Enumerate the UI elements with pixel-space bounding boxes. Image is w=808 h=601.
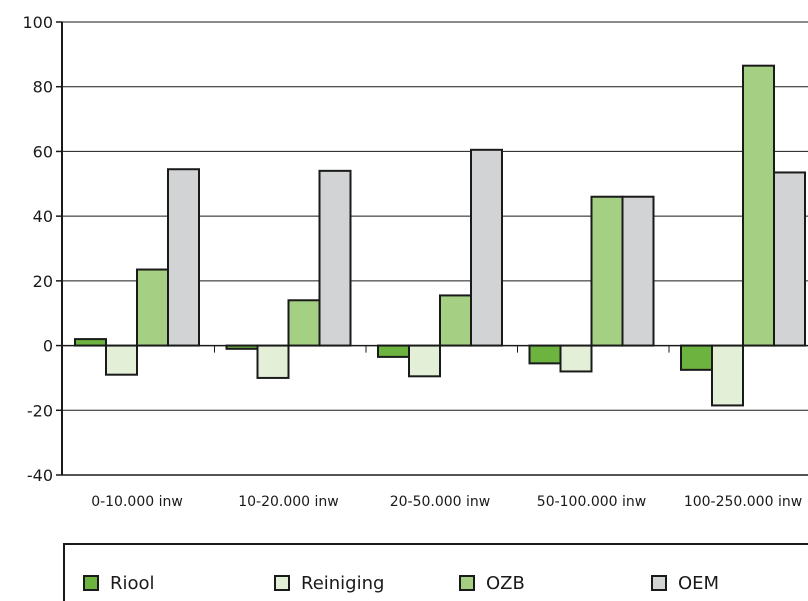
bar-reiniging-3: [559, 344, 593, 373]
bar-oem-1: [318, 169, 352, 347]
y-tick-label: 40: [33, 207, 53, 226]
bars: [74, 64, 806, 407]
legend-swatch-riool: [83, 575, 99, 591]
bar-ozb-3: [590, 195, 624, 347]
bar-oem-3: [621, 195, 655, 347]
x-tick-label: 10-20.000 inw: [238, 494, 339, 510]
legend: Riool Reiniging OZB OEM: [63, 543, 808, 601]
y-tick-label: -20: [27, 401, 53, 420]
x-tick-label: 0-10.000 inw: [91, 494, 183, 510]
bar-ozb-1: [287, 299, 321, 347]
bar-reiniging-1: [256, 344, 290, 379]
x-tick-labels: 0-10.000 inw 10-20.000 inw 20-50.000 inw 50…: [91, 494, 802, 510]
y-tick-label: 0: [43, 337, 53, 356]
y-tick-labels: -40 -20 0 20 40 60 80 100: [22, 13, 53, 485]
axes: [56, 21, 808, 476]
bar-riool-0: [74, 338, 107, 347]
x-tick-label: 20-50.000 inw: [390, 494, 491, 510]
x-tick-label: 50-100.000 inw: [537, 494, 646, 510]
y-tick-label: 60: [33, 142, 53, 161]
bar-reiniging-2: [408, 344, 441, 378]
bar-riool-3: [528, 344, 562, 365]
bar-oem-4: [773, 171, 806, 347]
bar-riool-2: [377, 344, 410, 358]
bar-reiniging-0: [105, 344, 138, 376]
legend-label-ozb: OZB: [486, 573, 525, 594]
y-tick-label: 80: [33, 78, 53, 97]
bar-riool-4: [680, 344, 713, 371]
y-tick-label: 20: [33, 272, 53, 291]
bar-ozb-0: [136, 268, 169, 347]
y-tick-label: -40: [27, 466, 53, 485]
legend-swatch-ozb: [459, 575, 475, 591]
legend-label-oem: OEM: [678, 573, 719, 594]
legend-frame: [63, 543, 808, 601]
legend-swatch-oem: [651, 575, 667, 591]
legend-swatch-reiniging: [274, 575, 290, 591]
y-tick-label: 100: [22, 13, 53, 32]
bar-reiniging-4: [711, 344, 744, 407]
bar-ozb-4: [742, 64, 775, 347]
bar-ozb-2: [439, 294, 472, 347]
x-tick-label: 100-250.000 inw: [684, 494, 802, 510]
bar-oem-2: [470, 148, 503, 347]
legend-label-reiniging: Reiniging: [301, 573, 384, 594]
legend-label-riool: Riool: [110, 573, 155, 594]
bar-oem-0: [167, 168, 200, 347]
